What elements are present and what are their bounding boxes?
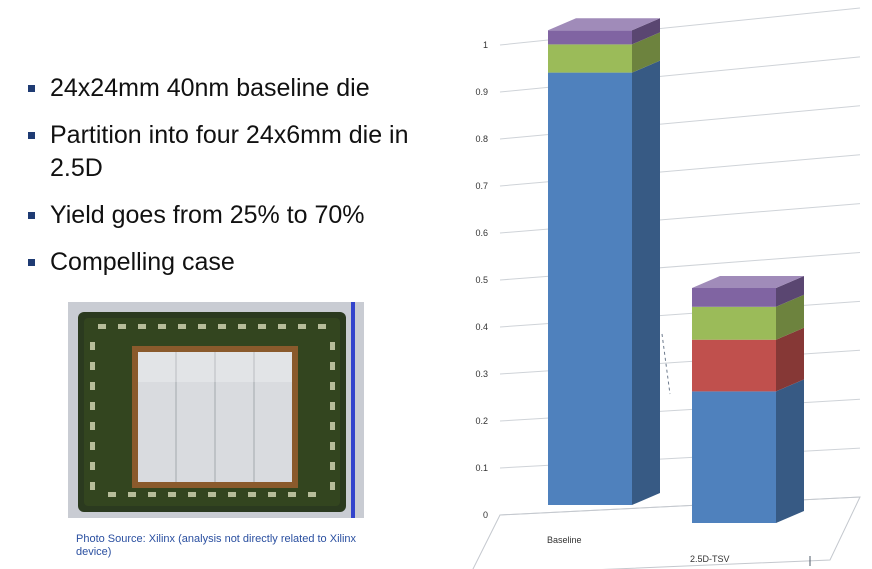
- bar-segment-front: [548, 72, 632, 505]
- connector-dashed-line: [661, 333, 671, 395]
- yield-bar-chart: 0 0.1 0.2 0.3 0.4 0.5 0.6 0.7 0.8 0.9 1 Baseline 2.…: [472, 7, 861, 569]
- bar-segment-side: [632, 32, 660, 73]
- y-tick-label: 1: [483, 40, 488, 50]
- y-tick-label: 0: [483, 510, 488, 520]
- bar-segment-side: [776, 276, 804, 307]
- y-tick-label: 0.6: [475, 228, 488, 238]
- bullet-square-icon: [28, 132, 35, 139]
- photo-caption: Photo Source: Xilinx (analysis not direc…: [76, 533, 357, 558]
- y-tick-label: 0.8: [475, 134, 488, 144]
- y-tick-label: 0.3: [475, 369, 488, 379]
- bar-segment-front: [548, 30, 632, 45]
- bullet-square-icon: [28, 259, 35, 266]
- bar-segment-front: [692, 306, 776, 340]
- y-tick-label: 0.5: [475, 275, 488, 285]
- y-tick-label: 0.2: [475, 416, 488, 426]
- bar-top-face: [548, 18, 660, 31]
- y-axis: 0 0.1 0.2 0.3 0.4 0.5 0.6 0.7 0.8 0.9 1: [475, 40, 488, 520]
- bullet-item: 24x24mm 40nm baseline die: [28, 72, 468, 105]
- x-category-label: Baseline: [547, 535, 582, 545]
- bullet-item: Compelling case: [28, 246, 468, 279]
- chip-package-photo: [68, 302, 364, 518]
- y-tick-label: 0.7: [475, 181, 488, 191]
- y-tick-label: 0.9: [475, 87, 488, 97]
- bullet-text: 24x24mm 40nm baseline die: [50, 74, 370, 102]
- bullet-text: Yield goes from 25% to 70%: [50, 201, 365, 229]
- bar-segment-front: [692, 288, 776, 307]
- x-axis: Baseline 2.5D-TSV: [547, 535, 730, 564]
- bar-segment-front: [548, 44, 632, 73]
- bar-segment-side: [776, 294, 804, 340]
- bullet-square-icon: [28, 85, 35, 92]
- bar-segment-side: [776, 327, 804, 392]
- bar-segment-side: [776, 379, 804, 523]
- bar-top-face: [692, 276, 804, 288]
- bullet-item: Yield goes from 25% to 70%: [28, 199, 468, 232]
- bar-segment-side: [632, 18, 660, 45]
- bar-segment-front: [692, 339, 776, 392]
- bar-segment-front: [692, 391, 776, 523]
- y-tick-label: 0.4: [475, 322, 488, 332]
- bar-group: [548, 18, 804, 523]
- bullet-square-icon: [28, 212, 35, 219]
- bullet-list: 24x24mm 40nm baseline die Partition into…: [28, 72, 468, 293]
- bullet-text: Partition into four 24x6mm die in 2.5D: [50, 121, 409, 182]
- bar-segment-side: [632, 60, 660, 505]
- y-tick-label: 0.1: [475, 463, 488, 473]
- bullet-text: Compelling case: [50, 248, 235, 276]
- x-category-label: 2.5D-TSV: [690, 554, 730, 564]
- bullet-item: Partition into four 24x6mm die in 2.5D: [28, 119, 468, 185]
